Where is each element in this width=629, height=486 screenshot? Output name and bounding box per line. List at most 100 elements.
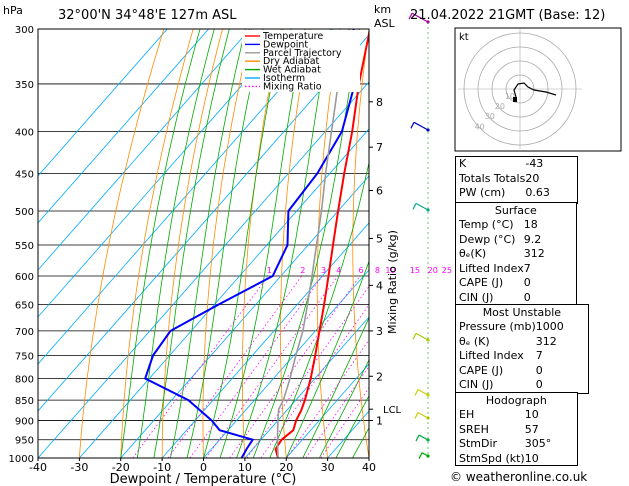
index-row: Pressure (mb) 1000 [456,320,588,335]
index-row: CAPE (J) 0 [456,276,576,291]
index-value: 312 [523,247,545,260]
wet-adiabat-line [302,316,369,458]
temperature-line [274,29,369,458]
index-value: 0 [535,378,543,391]
hodograph-unit-label: kt [459,32,469,43]
index-row: θₑ (K) 312 [456,335,588,350]
pressure-tick-label: 850 [15,396,34,407]
pressure-tick-label: 1000 [9,454,34,465]
hodograph-frame [454,27,622,152]
index-label: K [459,157,467,170]
wind-barb-flag [415,434,420,442]
index-label: SREH [459,422,489,436]
index-row: Dewp (°C) 9.2 [456,233,576,248]
index-row: SREH 57 [456,423,577,438]
isotherm-line [161,222,369,458]
index-value: -43 [525,157,544,170]
index-value: 10 [524,451,539,465]
index-row: StmDir 305° [456,437,577,452]
location-title: 32°00'N 34°48'E 127m ASL [58,8,237,23]
temperature-tick-label: 40 [362,461,376,474]
height-tick-label: 6 [376,184,383,197]
wind-barb [411,12,429,23]
credit-text: © weatheronline.co.uk [450,470,588,484]
legend-label: Dry Adiabat [263,56,320,67]
dry-adiabat-line [161,29,223,458]
height-tick-label: 5 [376,232,383,245]
basic-indices-box: K -43 Totals Totals 20 PW (cm) 0.63 [455,156,579,204]
hodograph-title: Hodograph [485,394,547,407]
wet-adiabat-line [186,29,264,458]
wet-adiabat-line [219,29,306,458]
index-label: CIN (J) [459,378,494,391]
index-label: CAPE (J) [459,276,504,289]
wind-barb-dot [426,208,430,212]
index-row: Lifted Index 7 [456,262,576,277]
isotherm-line [38,29,251,271]
index-value: 0 [523,290,531,304]
pressure-tick-label: 900 [15,416,34,427]
wind-barb-dot [426,393,430,397]
wind-barb-flag [412,333,417,340]
temperature-tick-label: 20 [279,461,293,474]
x-axis-label: Dewpoint / Temperature (°C) [110,472,297,486]
pressure-tick-label: 350 [15,80,34,91]
mixing-ratio-label: 6 [358,266,363,275]
wet-adiabat-line [335,395,369,458]
index-row: PW (cm) 0.63 [456,186,577,201]
mixing-ratio-label: 8 [375,266,380,275]
surface-title: Surface [494,204,537,217]
isotherm-line [38,29,292,318]
temperature-tick-label: 10 [238,461,252,474]
wind-barb-flag [414,412,419,419]
index-label: EH [459,408,475,421]
dry-adiabat-line [242,29,282,458]
axes: 3003504004505005506006507007508008509009… [9,25,376,474]
wet-adiabat-line [252,29,360,458]
lcl-label: LCL [383,405,402,416]
index-value: 18 [523,218,538,231]
legend-label: Dewpoint [263,39,308,50]
wet-adiabat-line [120,29,201,458]
legend-label: Isotherm [263,73,305,84]
index-label: Dewp (°C) [459,232,516,246]
index-row: Totals Totals 20 [456,172,577,187]
mixing-ratio-line [229,275,361,458]
pressure-tick-label: 300 [15,25,34,36]
index-value: 7 [523,261,531,275]
legend-label: Parcel Trajectory [263,48,342,59]
pressure-tick-label: 650 [15,301,34,312]
index-label: Lifted Index [459,349,524,362]
dry-adiabat-line [79,29,165,458]
legend-label: Wet Adiabat [263,65,321,76]
wet-adiabat-line [269,160,369,458]
height-tick-label: 1 [376,414,383,427]
mixing-ratio-line [167,275,303,458]
wet-adiabat-line [285,260,369,458]
hodograph-trace [513,82,557,98]
index-value: 312 [535,334,557,348]
mixing-ratio-label: 10 [385,266,395,275]
index-value: 10 [524,408,539,421]
wind-barb [417,411,429,419]
height-unit-asl: ASL [374,17,396,30]
temperature-tick-label: -30 [70,461,88,474]
wet-adiabat-line [136,29,215,458]
index-label: Totals Totals [459,171,526,185]
dewpoint-line [143,29,356,458]
index-label: Temp (°C) [459,218,514,231]
mixing-ratio-label: 1 [267,266,272,275]
temperature-tick-label: -40 [29,461,47,474]
index-value: 1000 [535,320,564,333]
wet-adiabat-line [170,29,246,458]
index-value: 20 [525,171,540,185]
surface-box: Surface Temp (°C) 18 Dewp (°C) 9.2 θₑ(K) 312 L… [455,202,577,306]
wind-barb-dot [426,454,430,458]
mixing-ratio-line [260,303,369,458]
mixing-ratio-axis-label: Mixing Ratio (g/kg) [386,230,399,334]
index-row: K -43 [456,157,577,172]
mixing-ratio-line [189,275,323,458]
isotherm-line [203,269,369,458]
wind-barb-dot [426,128,430,132]
